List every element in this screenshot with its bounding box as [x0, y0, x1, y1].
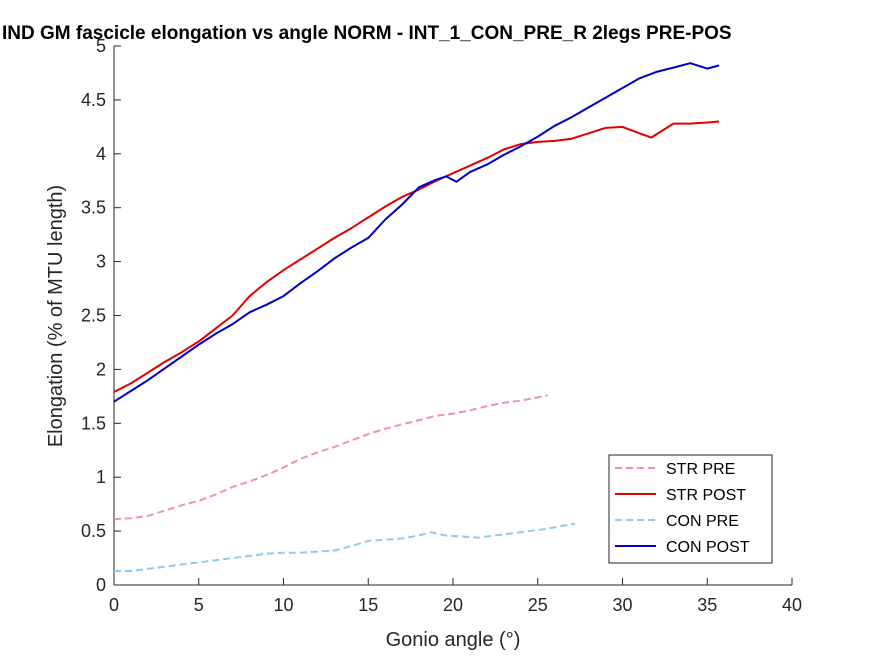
x-tick-label: 25 — [528, 595, 548, 615]
y-tick-label: 5 — [96, 36, 106, 56]
series-line-str-post — [113, 120, 720, 393]
legend-entry-label: STR POST — [666, 487, 746, 504]
legend-entry-label: CON PRE — [666, 513, 739, 530]
x-tick-label: 15 — [358, 595, 378, 615]
x-tick-label: 35 — [697, 595, 717, 615]
y-tick-label: 4.5 — [81, 90, 106, 110]
legend-entry-label: STR PRE — [666, 461, 735, 478]
y-tick-label: 2 — [96, 359, 106, 379]
y-tick-label: 4 — [96, 144, 106, 164]
y-tick-label: 2.5 — [81, 306, 106, 326]
x-tick-label: 20 — [443, 595, 463, 615]
x-tick-label: 5 — [194, 595, 204, 615]
y-tick-label: 3.5 — [81, 198, 106, 218]
x-tick-label: 40 — [782, 595, 802, 615]
y-tick-label: 0.5 — [81, 521, 106, 541]
x-tick-label: 10 — [273, 595, 293, 615]
x-tick-label: 30 — [612, 595, 632, 615]
y-tick-label: 3 — [96, 252, 106, 272]
legend: STR PRE STR POST CON PRE CON POST — [608, 454, 773, 564]
series-line-con-post — [113, 62, 720, 403]
series-lines — [113, 62, 720, 572]
x-axis-label: Gonio angle (°) — [386, 629, 521, 651]
x-tick-label: 0 — [109, 595, 119, 615]
chart-title: IND GM fascicle elongation vs angle NORM… — [2, 23, 732, 44]
y-tick-label: 0 — [96, 575, 106, 595]
legend-entry-label: CON POST — [666, 539, 750, 556]
y-axis-label: Elongation (% of MTU length) — [45, 185, 67, 447]
x-ticks: 0 5 10 15 20 25 30 35 40 — [109, 578, 802, 615]
y-ticks: 0 0.5 1 1.5 2 2.5 3 3.5 4 4.5 5 — [81, 36, 121, 595]
y-tick-label: 1 — [96, 467, 106, 487]
series-line-con-pre — [114, 522, 576, 572]
y-tick-label: 1.5 — [81, 413, 106, 433]
series-line-str-pre — [113, 394, 549, 521]
